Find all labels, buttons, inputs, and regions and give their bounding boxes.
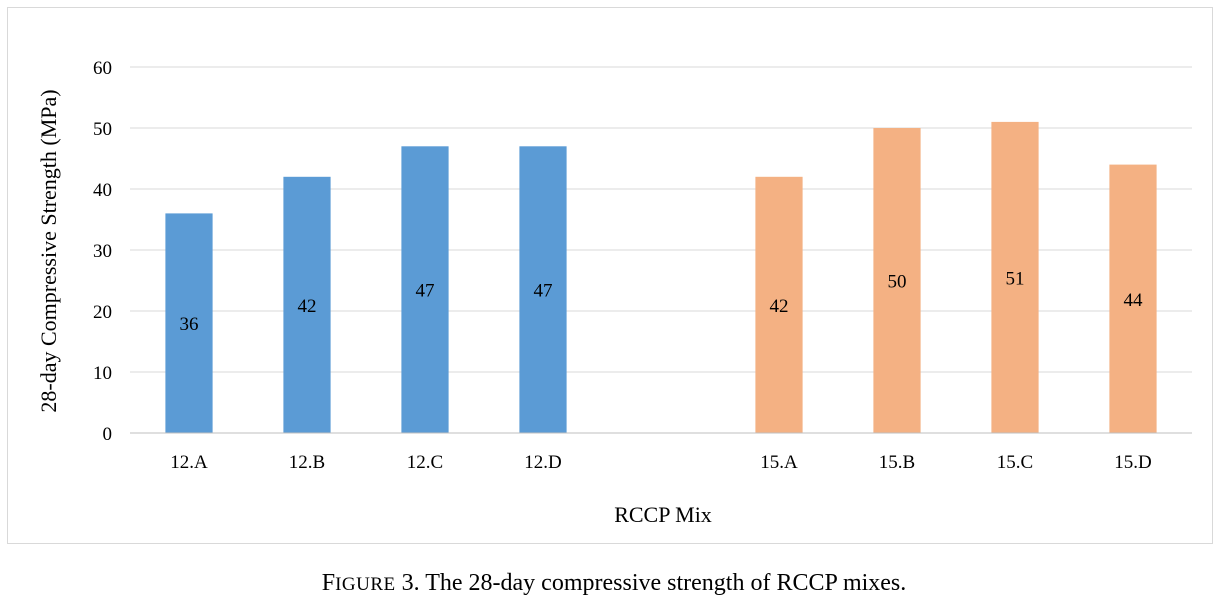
x-tick-label: 15.C <box>997 452 1033 473</box>
bar <box>755 176 803 434</box>
x-tick-label: 12.A <box>170 452 208 473</box>
x-tick-label: 15.B <box>879 452 915 473</box>
bar-value-label: 51 <box>1006 268 1025 289</box>
x-tick-label: 15.A <box>760 452 798 473</box>
x-axis-title: RCCP Mix <box>614 502 712 527</box>
y-tick-label: 20 <box>93 302 112 323</box>
bars <box>165 121 1157 434</box>
bar-value-label: 47 <box>416 281 435 302</box>
bar-value-label: 47 <box>534 281 553 302</box>
bar-value-label: 42 <box>770 296 789 317</box>
bar <box>401 146 449 434</box>
x-tick-label: 15.D <box>1114 452 1151 473</box>
figure-caption: FIGURE 3. The 28-day compressive strengt… <box>0 570 1228 597</box>
data-labels: 36 42 47 47 42 50 51 44 <box>180 268 1144 335</box>
caption-prefix-cap: F <box>321 570 336 596</box>
caption-prefix-small: IGURE <box>335 574 396 595</box>
bar <box>519 146 567 434</box>
y-tick-label: 60 <box>93 58 112 79</box>
x-tick-label: 12.B <box>289 452 325 473</box>
y-tick-label: 10 <box>93 363 112 384</box>
x-tick-label: 12.D <box>524 452 561 473</box>
caption-text: 3. The 28-day compressive strength of RC… <box>395 570 907 596</box>
bar-value-label: 36 <box>180 314 199 335</box>
y-tick-label: 50 <box>93 119 112 140</box>
y-tick-label: 0 <box>103 424 113 445</box>
bar-value-label: 50 <box>888 272 907 293</box>
bar-value-label: 44 <box>1124 290 1144 311</box>
x-axis-ticks: 12.A 12.B 12.C 12.D 15.A 15.B 15.C 15.D <box>170 452 1151 473</box>
y-tick-label: 30 <box>93 241 112 262</box>
bar <box>991 121 1039 434</box>
y-axis-ticks: 0 10 20 30 40 50 60 <box>93 58 112 445</box>
bar <box>873 128 921 433</box>
y-tick-label: 40 <box>93 180 112 201</box>
x-tick-label: 12.C <box>407 452 443 473</box>
bar-value-label: 42 <box>298 296 317 317</box>
bar <box>1109 164 1157 433</box>
bar <box>165 213 213 433</box>
y-axis-title: 28-day Compressive Strength (MPa) <box>36 89 61 412</box>
bar <box>283 176 331 434</box>
